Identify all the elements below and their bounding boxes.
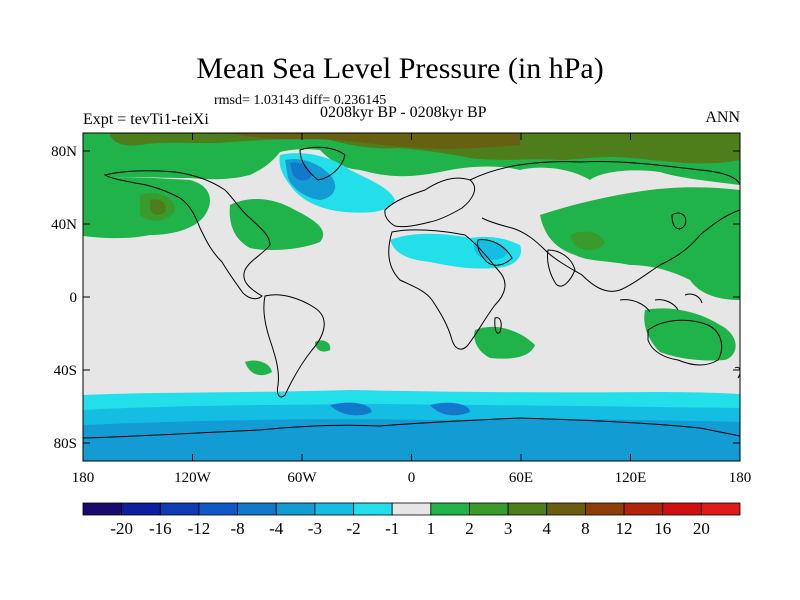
lat-label-80s: 80S: [54, 436, 77, 452]
colorbar-swatch: [82, 502, 123, 516]
region-positive-north-america: [229, 198, 324, 250]
season-label: ANN: [705, 109, 740, 126]
colorbar-label: -16: [149, 519, 172, 538]
region-positive-north-pacific-center: [150, 199, 166, 215]
colorbar-label: 20: [693, 519, 710, 538]
colorbar-swatch: [391, 502, 432, 516]
rmsd-diff-stats: rmsd= 1.03143 diff= 0.236145: [214, 93, 387, 108]
lon-label-60e: 60E: [509, 470, 533, 486]
lat-ticks: [83, 150, 740, 444]
experiment-label: Expt = tevTi1-teiXi: [83, 111, 209, 128]
coastline-arabia: [477, 239, 513, 266]
region-positive-south-america: [315, 340, 331, 352]
lat-label-40n: 40N: [51, 217, 77, 233]
period-label: 0208kyr BP - 0208kyr BP: [320, 104, 487, 121]
lon-label-180w: 180: [72, 470, 95, 486]
colorbar-swatch: [159, 502, 200, 516]
coastline-australia: [647, 319, 723, 366]
region-positive-indian-ocean: [474, 326, 535, 359]
colorbar-swatch: [121, 502, 161, 516]
lon-label-60w: 60W: [287, 470, 317, 486]
colorbar-label: 2: [465, 519, 474, 538]
coastline-south-america: [263, 294, 325, 398]
coastline-maritime-continent: [619, 293, 703, 313]
lon-label-120e: 120E: [615, 470, 647, 486]
region-negative-antarctic: [83, 419, 740, 461]
anomaly-shading: [83, 133, 740, 461]
coastlines: [83, 146, 740, 439]
colorbar-swatch: [546, 502, 586, 516]
region-positive-asia-core: [570, 231, 605, 251]
colorbar: -20 -16 -12 -8 -4 -3 -2 -1 1 2 3 4 8 12 16 20: [82, 502, 741, 538]
region-negative-north-atlantic-center: [290, 162, 312, 181]
colorbar-label: 16: [654, 519, 671, 538]
lon-ticks: [82, 133, 741, 461]
colorbar-swatch: [275, 502, 316, 516]
colorbar-swatch: [469, 502, 509, 516]
coastline-asia: [469, 161, 740, 292]
coastline-europe: [384, 177, 475, 228]
colorbar-swatch: [430, 502, 470, 516]
region-negative-antarctic-cores: [330, 402, 470, 416]
lat-label-0: 0: [70, 290, 78, 306]
coastline-japan: [671, 212, 687, 230]
colorbar-label: -2: [346, 519, 360, 538]
colorbar-swatch: [700, 502, 741, 516]
region-positive-asia: [540, 187, 740, 300]
coastline-greenland: [299, 146, 346, 181]
coastline-madagascar: [494, 317, 502, 334]
lon-label-0: 0: [408, 470, 416, 486]
colorbar-swatch: [237, 502, 277, 516]
page-title: Mean Sea Level Pressure (in hPa): [196, 52, 604, 85]
colorbar-label: -1: [385, 519, 399, 538]
coastline-antarctica: [83, 417, 740, 439]
colorbar-label: -20: [110, 519, 133, 538]
colorbar-swatch: [198, 502, 238, 516]
colorbar-swatch: [585, 502, 625, 516]
colorbar-label: 1: [427, 519, 436, 538]
lon-label-120w: 120W: [174, 470, 212, 486]
colorbar-swatch: [662, 502, 702, 516]
coastline-india: [547, 249, 576, 287]
coastline-africa: [388, 229, 506, 350]
colorbar-swatch: [507, 502, 548, 516]
colorbar-label: -3: [308, 519, 322, 538]
coastline-north-america: [103, 170, 271, 300]
colorbar-label: -8: [231, 519, 245, 538]
colorbar-label: 8: [581, 519, 590, 538]
colorbar-swatch: [314, 502, 354, 516]
colorbar-label: 4: [543, 519, 552, 538]
lat-label-40s: 40S: [54, 363, 77, 379]
colorbar-label: -12: [188, 519, 211, 538]
lat-label-80n: 80N: [51, 144, 77, 160]
colorbar-swatch: [623, 502, 664, 516]
colorbar-label: 12: [616, 519, 633, 538]
colorbar-swatch: [353, 502, 393, 516]
colorbar-label: 3: [504, 519, 513, 538]
colorbar-label: -4: [269, 519, 284, 538]
region-positive-south-pacific: [245, 360, 272, 376]
lon-label-180e: 180: [729, 470, 752, 486]
